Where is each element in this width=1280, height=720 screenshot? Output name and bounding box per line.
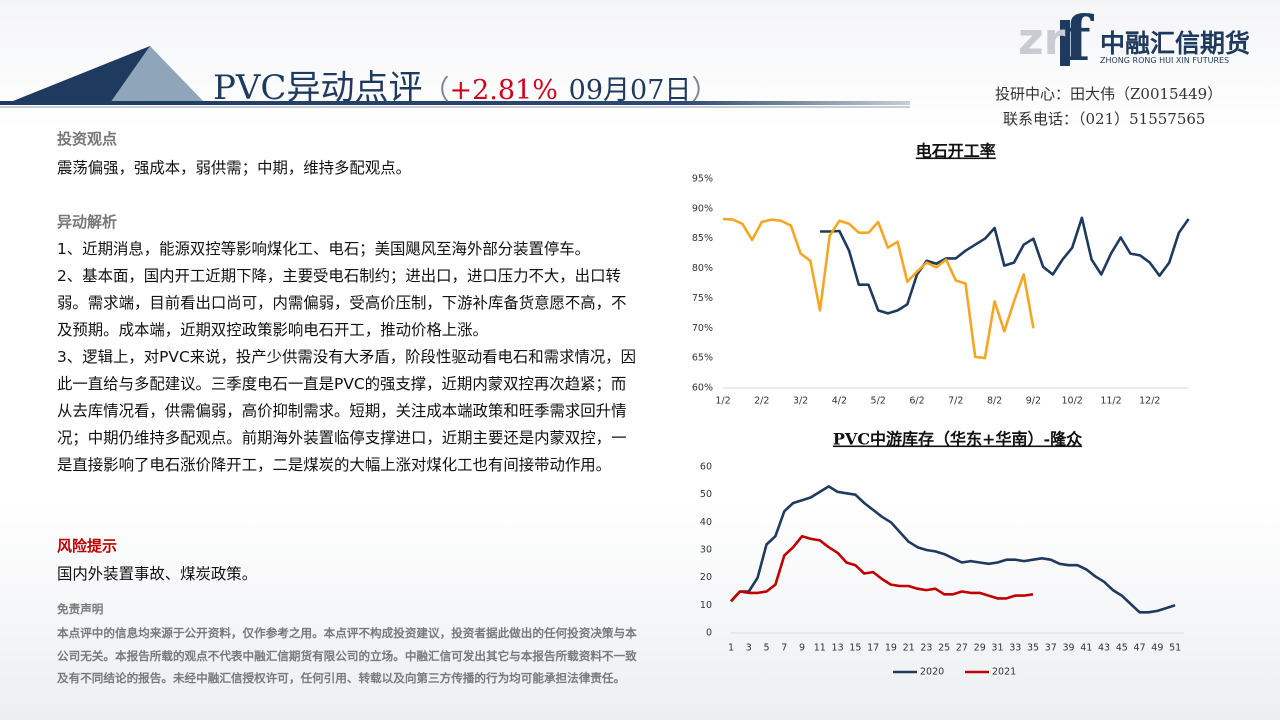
y-tick-label: 75% (692, 293, 713, 304)
chart-title: PVC中游库存（华东+华南）-隆众 (833, 430, 1083, 449)
paragraph: 震荡偏强，强成本，弱供需；中期，维持多配观点。 (57, 159, 411, 177)
series-line (730, 534, 1034, 603)
x-tick-label: 13 (832, 643, 844, 654)
paragraph: 2、基本面，国内开工近期下降，主要受电石制约；进出口，进口压力不大，出口转弱。需… (57, 267, 627, 339)
brand: 中融汇信期货 (1100, 29, 1251, 58)
x-tick-label: 9/2 (1026, 396, 1041, 407)
x-tick-label: 6/2 (909, 396, 924, 407)
change: +2.81% (449, 75, 558, 106)
series-line (730, 485, 1176, 614)
x-tick-label: 3/2 (793, 396, 808, 407)
y-tick-label: 85% (692, 233, 713, 244)
x-tick-label: 29 (974, 643, 986, 654)
header-rule (0, 106, 910, 108)
x-tick-label: 1/2 (715, 396, 730, 407)
x-tick-label: 27 (956, 643, 968, 654)
y-tick-label: 90% (692, 203, 713, 214)
y-tick-label: 30 (700, 545, 712, 556)
series-line (820, 216, 1190, 315)
bracket: （ (422, 75, 450, 106)
x-tick-label: 23 (920, 643, 932, 654)
x-tick-label: 5/2 (871, 396, 886, 407)
series-line (722, 217, 1035, 360)
x-tick-label: 25 (938, 643, 950, 654)
x-tick-label: 45 (1116, 643, 1128, 654)
x-tick-label: 11 (814, 643, 826, 654)
x-tick-label: 43 (1098, 643, 1110, 654)
x-tick-label: 21 (903, 643, 915, 654)
x-tick-label: 37 (1045, 643, 1057, 654)
x-tick-label: 41 (1080, 643, 1092, 654)
y-tick-label: 60 (700, 462, 712, 473)
disclaimer-heading: 免责声明 (57, 602, 104, 616)
paragraph: 3、逻辑上，对PVC来说，投产少供需没有大矛盾，阶段性驱动看电石和需求情况，因此… (57, 348, 637, 474)
contact: 投研中心：田大伟（Z0015449） (995, 85, 1223, 103)
x-tick-label: 2/2 (754, 396, 769, 407)
section-heading: 风险提示 (57, 537, 118, 555)
x-tick-label: 10/2 (1062, 396, 1083, 407)
x-tick-label: 8/2 (987, 396, 1002, 407)
logo-bar (1060, 20, 1070, 66)
title-text: PVC异动点评 (213, 68, 423, 108)
y-tick-label: 70% (692, 323, 713, 334)
bracket: ） (691, 75, 719, 106)
disclaimer: 本点评中的信息均来源于公开资料，仅作参考之用。本点评不构成投资建议，投资者据此做… (57, 626, 637, 685)
y-tick-label: 10 (700, 600, 712, 611)
x-tick-label: 47 (1134, 643, 1146, 654)
x-tick-label: 15 (849, 643, 861, 654)
header-shape (110, 46, 205, 103)
x-tick-label: 35 (1027, 643, 1039, 654)
y-tick-label: 65% (692, 353, 713, 364)
brand-en: ZHONG RONG HUI XIN FUTURES (1100, 56, 1230, 65)
y-tick-label: 60% (692, 383, 713, 394)
x-tick-label: 51 (1169, 643, 1181, 654)
y-tick-label: 80% (692, 263, 713, 274)
legend-label: 2020 (920, 667, 944, 678)
x-tick-label: 1 (728, 643, 734, 654)
x-tick-label: 19 (885, 643, 897, 654)
header-rule (0, 101, 910, 105)
y-tick-label: 40 (700, 517, 712, 528)
legend-label: 2021 (992, 667, 1016, 678)
date: 09月07日 (568, 75, 692, 106)
x-tick-label: 49 (1151, 643, 1163, 654)
x-tick-label: 12/2 (1139, 396, 1160, 407)
y-tick-label: 50 (700, 489, 712, 500)
x-tick-label: 11/2 (1100, 396, 1121, 407)
x-tick-label: 7 (781, 643, 787, 654)
section-heading: 投资观点 (57, 130, 118, 148)
section-heading: 异动解析 (57, 213, 118, 231)
y-tick-label: 20 (700, 572, 712, 583)
logo-letters: zr (1018, 14, 1066, 65)
y-tick-label: 95% (692, 174, 713, 185)
section-body: 1、近期消息，能源双控等影响煤化工、电石；美国飓风至海外部分装置停车。 2、基本… (57, 236, 637, 479)
x-tick-label: 3 (746, 643, 752, 654)
x-tick-label: 9 (799, 643, 805, 654)
x-tick-label: 33 (1009, 643, 1021, 654)
contact: 联系电话：（021）51557565 (1003, 110, 1206, 128)
x-tick-label: 4/2 (832, 396, 847, 407)
paragraph: 1、近期消息，能源双控等影响煤化工、电石；美国飓风至海外部分装置停车。 (57, 240, 591, 258)
x-tick-label: 5 (764, 643, 770, 654)
logo-f: f (1064, 2, 1091, 75)
x-tick-label: 17 (867, 643, 879, 654)
paragraph: 国内外装置事故、煤炭政策。 (57, 565, 258, 583)
chart-title: 电石开工率 (916, 142, 996, 161)
y-tick-label: 0 (706, 628, 712, 639)
title: PVC异动点评（+2.81% 09月07日） (213, 60, 718, 109)
x-tick-label: 7/2 (948, 396, 963, 407)
x-tick-label: 39 (1062, 643, 1074, 654)
x-tick-label: 31 (991, 643, 1003, 654)
